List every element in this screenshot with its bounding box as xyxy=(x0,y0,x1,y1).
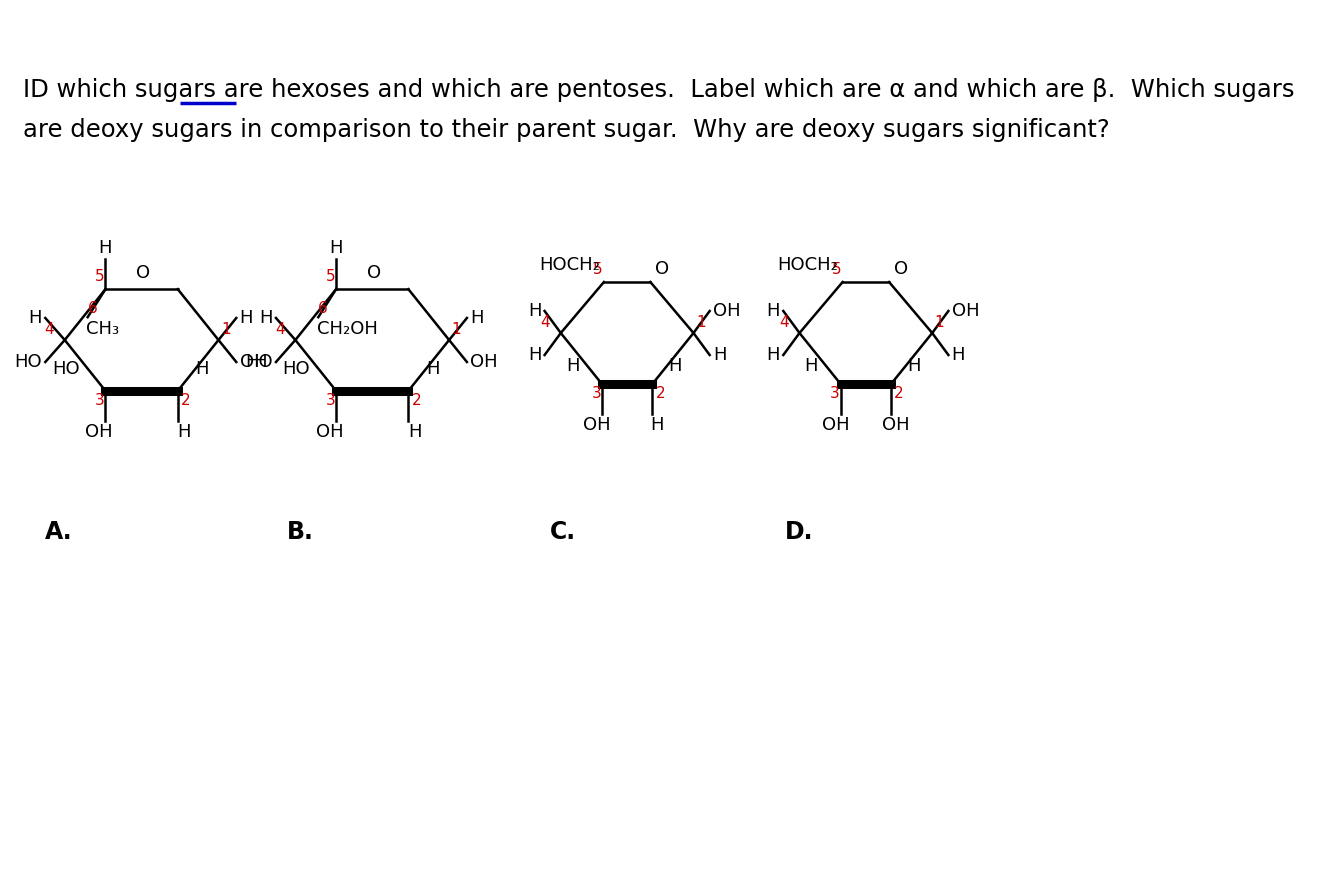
Text: H: H xyxy=(426,360,439,378)
Text: O: O xyxy=(894,260,908,278)
Text: 1: 1 xyxy=(696,315,706,330)
Text: 4: 4 xyxy=(276,322,285,337)
Text: OH: OH xyxy=(86,423,112,441)
Text: OH: OH xyxy=(822,416,849,434)
Text: H: H xyxy=(952,346,965,364)
Text: O: O xyxy=(655,260,670,278)
Text: A.: A. xyxy=(44,520,72,544)
Text: H: H xyxy=(528,346,541,364)
Text: H: H xyxy=(408,423,422,441)
Text: OH: OH xyxy=(240,353,268,371)
Text: OH: OH xyxy=(712,302,740,320)
Text: O: O xyxy=(137,265,150,282)
Text: 5: 5 xyxy=(95,269,104,284)
Text: H: H xyxy=(528,302,541,320)
Text: H: H xyxy=(178,423,191,441)
Text: H: H xyxy=(651,416,664,434)
Text: 5: 5 xyxy=(325,269,335,284)
Text: B.: B. xyxy=(288,520,315,544)
Text: 6: 6 xyxy=(87,301,98,316)
Text: H: H xyxy=(766,302,781,320)
Text: H: H xyxy=(908,357,921,375)
Text: CH₂OH: CH₂OH xyxy=(317,320,378,338)
Text: ID which sugars are hexoses and which are pentoses.  Label which are α and which: ID which sugars are hexoses and which ar… xyxy=(23,78,1295,102)
Text: OH: OH xyxy=(470,353,498,371)
Text: HO: HO xyxy=(15,353,42,371)
Text: HO: HO xyxy=(245,353,273,371)
Text: 3: 3 xyxy=(325,392,335,408)
Text: D.: D. xyxy=(785,520,813,544)
Text: OH: OH xyxy=(952,302,979,320)
Text: H: H xyxy=(712,346,727,364)
Text: 5: 5 xyxy=(593,262,603,277)
Text: H: H xyxy=(240,309,253,327)
Text: CH₃: CH₃ xyxy=(86,320,119,338)
Text: 5: 5 xyxy=(832,262,841,277)
Text: 1: 1 xyxy=(451,322,461,337)
Text: OH: OH xyxy=(882,416,909,434)
Text: H: H xyxy=(668,357,682,375)
Text: 2: 2 xyxy=(656,386,665,401)
Text: 1: 1 xyxy=(935,315,944,330)
Text: H: H xyxy=(470,309,483,327)
Text: 4: 4 xyxy=(779,315,789,330)
Text: H: H xyxy=(260,309,273,327)
Text: 3: 3 xyxy=(592,386,601,401)
Text: 2: 2 xyxy=(411,392,422,408)
Text: HO: HO xyxy=(283,360,311,378)
Text: C.: C. xyxy=(550,520,576,544)
Text: OH: OH xyxy=(316,423,343,441)
Text: 6: 6 xyxy=(319,301,328,316)
Text: H: H xyxy=(566,357,580,375)
Text: H: H xyxy=(329,239,343,258)
Text: H: H xyxy=(99,239,112,258)
Text: 2: 2 xyxy=(181,392,190,408)
Text: H: H xyxy=(28,309,42,327)
Text: HO: HO xyxy=(52,360,79,378)
Text: H: H xyxy=(805,357,818,375)
Text: 4: 4 xyxy=(44,322,54,337)
Text: 2: 2 xyxy=(894,386,904,401)
Text: OH: OH xyxy=(584,416,611,434)
Text: H: H xyxy=(195,360,209,378)
Text: O: O xyxy=(367,265,380,282)
Text: HOCH₂: HOCH₂ xyxy=(778,256,838,274)
Text: 3: 3 xyxy=(830,386,840,401)
Text: are deoxy sugars in comparison to their parent sugar.  Why are deoxy sugars sign: are deoxy sugars in comparison to their … xyxy=(23,118,1110,142)
Text: H: H xyxy=(766,346,781,364)
Text: 3: 3 xyxy=(95,392,104,408)
Text: 4: 4 xyxy=(541,315,550,330)
Text: 1: 1 xyxy=(221,322,230,337)
Text: HOCH₂: HOCH₂ xyxy=(540,256,600,274)
